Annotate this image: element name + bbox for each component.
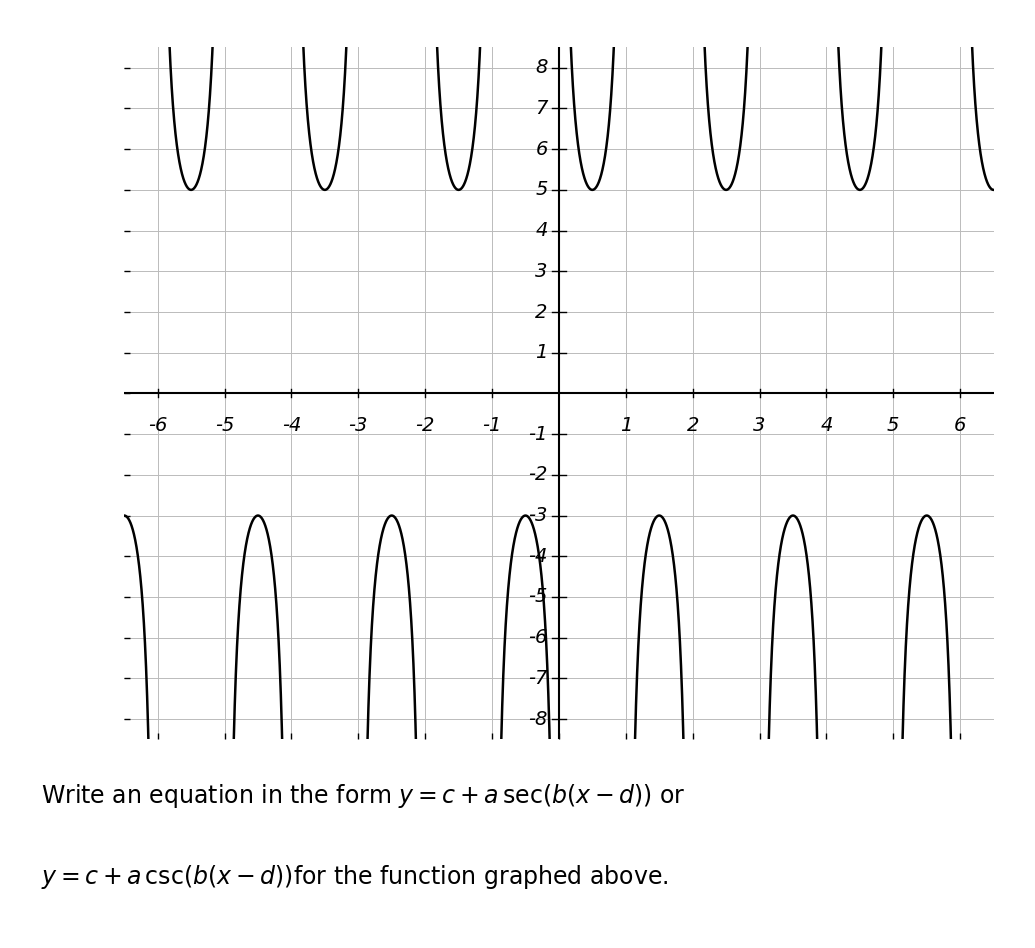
- Text: 1: 1: [535, 343, 548, 362]
- Text: 7: 7: [535, 99, 548, 118]
- Text: -3: -3: [529, 506, 548, 525]
- Text: 6: 6: [954, 415, 967, 434]
- Text: 1: 1: [620, 415, 632, 434]
- Text: 5: 5: [535, 180, 548, 199]
- Text: -6: -6: [148, 415, 168, 434]
- Text: 5: 5: [887, 415, 899, 434]
- Text: -5: -5: [215, 415, 234, 434]
- Text: -4: -4: [529, 547, 548, 566]
- Text: 3: 3: [753, 415, 766, 434]
- Text: 4: 4: [820, 415, 832, 434]
- Text: -6: -6: [529, 629, 548, 647]
- Text: 6: 6: [535, 139, 548, 158]
- Text: -2: -2: [415, 415, 435, 434]
- Text: 2: 2: [535, 302, 548, 321]
- Text: -2: -2: [529, 465, 548, 484]
- Text: -8: -8: [529, 710, 548, 729]
- Text: 4: 4: [535, 221, 548, 240]
- Text: Write an equation in the form $y = c + a\,\sec(b(x - d))$ or: Write an equation in the form $y = c + a…: [41, 782, 686, 811]
- Text: -7: -7: [529, 669, 548, 688]
- Text: $y = c + a\,\csc(b(x - d))$for the function graphed above.: $y = c + a\,\csc(b(x - d))$for the funct…: [41, 863, 670, 891]
- Text: 3: 3: [535, 262, 548, 281]
- Text: -3: -3: [349, 415, 368, 434]
- Text: -5: -5: [529, 588, 548, 607]
- Text: -4: -4: [282, 415, 301, 434]
- Text: -1: -1: [482, 415, 502, 434]
- Text: 2: 2: [686, 415, 699, 434]
- Text: 8: 8: [535, 58, 548, 77]
- Text: -1: -1: [529, 425, 548, 444]
